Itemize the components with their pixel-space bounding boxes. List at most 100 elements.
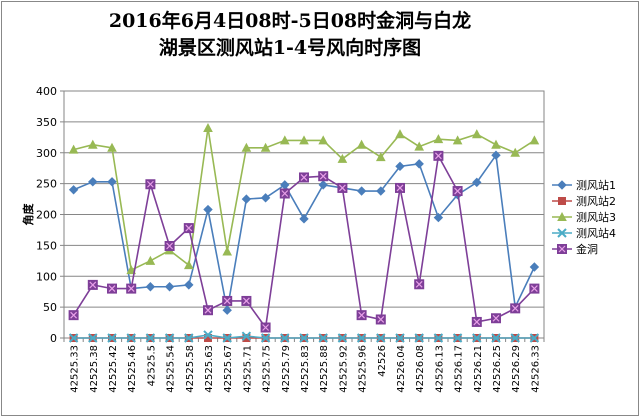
series-5-point bbox=[164, 240, 175, 251]
series-5-point bbox=[241, 295, 252, 306]
series-5-point bbox=[222, 295, 233, 306]
series-1-point bbox=[472, 177, 482, 188]
series-4-point bbox=[126, 333, 136, 343]
series-4-point bbox=[318, 333, 328, 343]
y-tick-label: 250 bbox=[36, 178, 57, 191]
legend-marker bbox=[557, 244, 567, 254]
series-5-point bbox=[260, 322, 271, 333]
x-tick-label: 42525.71 bbox=[242, 345, 253, 393]
x-tick-label: 42525.33 bbox=[70, 345, 81, 393]
series-3-point bbox=[87, 139, 98, 149]
series-4-point bbox=[299, 333, 309, 343]
series-5-point bbox=[356, 310, 367, 321]
y-axis-label: 角度 bbox=[21, 203, 35, 226]
series-5-point bbox=[375, 314, 386, 325]
series-4-point bbox=[356, 333, 367, 343]
legend-marker bbox=[558, 197, 566, 205]
series-4-point bbox=[107, 333, 117, 343]
series-1-point bbox=[491, 150, 501, 160]
series-2-point bbox=[242, 334, 251, 342]
series-3-point bbox=[107, 142, 117, 152]
x-tick-label: 42526.13 bbox=[434, 345, 445, 393]
y-tick-label: 200 bbox=[36, 209, 57, 222]
series-1-point bbox=[318, 180, 328, 190]
legend-label: 测风站4 bbox=[576, 226, 616, 240]
series-1-point bbox=[222, 305, 232, 315]
series-1-point bbox=[395, 161, 405, 172]
x-tick-label: 42525.58 bbox=[185, 345, 196, 393]
series-5-point bbox=[68, 310, 79, 321]
x-tick-label: 42525.54 bbox=[166, 345, 177, 393]
series-5-point bbox=[337, 182, 348, 193]
chart-title-line-1: 2016年6月4日08时-5日08时金洞与白龙 bbox=[108, 10, 472, 32]
series-1-point bbox=[529, 262, 540, 272]
y-tick-label: 50 bbox=[43, 301, 57, 314]
series-1-point bbox=[299, 214, 309, 224]
series-5-point bbox=[510, 303, 521, 314]
series-1-point bbox=[203, 204, 213, 215]
chart-title-line-2: 湖景区测风站1-4号风向时序图 bbox=[158, 37, 422, 59]
series-3-point bbox=[222, 246, 233, 256]
series-1-point bbox=[241, 194, 252, 204]
series-4-point bbox=[491, 333, 501, 343]
series-5-point bbox=[395, 182, 405, 193]
series-5-point bbox=[145, 179, 156, 190]
series-3-point bbox=[241, 142, 252, 152]
legend-label: 测风站3 bbox=[576, 210, 616, 224]
legend-label: 测风站2 bbox=[576, 194, 616, 208]
series-4-point bbox=[222, 333, 232, 343]
legend-label: 金洞 bbox=[576, 242, 598, 256]
series-3-point bbox=[299, 135, 309, 145]
x-tick-label: 42525.67 bbox=[223, 345, 234, 393]
chart-title: 2016年6月4日08时-5日08时金洞与白龙 湖景区测风站1-4号风向时序图 bbox=[40, 8, 540, 62]
series-3-point bbox=[260, 142, 271, 152]
series-4-point bbox=[280, 333, 290, 343]
series-1-point bbox=[376, 186, 386, 196]
x-tick-label: 42525.92 bbox=[338, 345, 349, 393]
series-4-point bbox=[433, 333, 444, 343]
series-3-point bbox=[491, 139, 501, 149]
x-tick-label: 42525.88 bbox=[319, 345, 330, 393]
series-1-point bbox=[145, 282, 156, 292]
series-1-point bbox=[260, 193, 271, 203]
series-3-point bbox=[433, 134, 444, 144]
legend-marker bbox=[557, 211, 567, 221]
series-3-point bbox=[68, 144, 79, 154]
series-4-point bbox=[376, 333, 386, 343]
series-4-point bbox=[395, 333, 405, 343]
series-3-point bbox=[395, 129, 405, 139]
series-5-point bbox=[279, 188, 290, 199]
x-tick-label: 42526.08 bbox=[415, 345, 426, 393]
series-4-point bbox=[145, 333, 156, 343]
x-tick-label: 42526.29 bbox=[511, 345, 522, 393]
x-tick-label: 42525.96 bbox=[358, 345, 369, 393]
series-3-point bbox=[414, 141, 425, 151]
series-3-point bbox=[318, 135, 329, 145]
series-3-point bbox=[203, 122, 213, 133]
y-tick-label: 100 bbox=[36, 270, 57, 283]
y-tick-label: 0 bbox=[50, 332, 57, 345]
y-tick-label: 300 bbox=[36, 147, 57, 160]
series-5-point bbox=[471, 316, 482, 327]
series-5-point bbox=[183, 223, 194, 234]
y-tick-label: 400 bbox=[36, 85, 57, 98]
series-3-point bbox=[529, 135, 540, 145]
x-tick-label: 42525.5 bbox=[146, 345, 157, 386]
x-tick-label: 42525.75 bbox=[262, 345, 273, 393]
series-4-point bbox=[203, 330, 213, 340]
series-3-point bbox=[337, 153, 348, 163]
series-5-point bbox=[318, 171, 329, 182]
series-4-point bbox=[260, 333, 271, 343]
series-5-point bbox=[126, 283, 137, 294]
series-3-point bbox=[452, 135, 463, 145]
series-3-point bbox=[510, 147, 521, 157]
x-tick-label: 42526.21 bbox=[473, 345, 484, 393]
x-tick-label: 42525.79 bbox=[281, 345, 292, 393]
series-5-point bbox=[491, 313, 501, 324]
x-tick-label: 42525.42 bbox=[108, 345, 119, 393]
series-4-point bbox=[337, 333, 348, 343]
x-tick-label: 42525.83 bbox=[300, 345, 311, 393]
series-4-point bbox=[529, 333, 540, 343]
series-3-point bbox=[471, 129, 482, 139]
